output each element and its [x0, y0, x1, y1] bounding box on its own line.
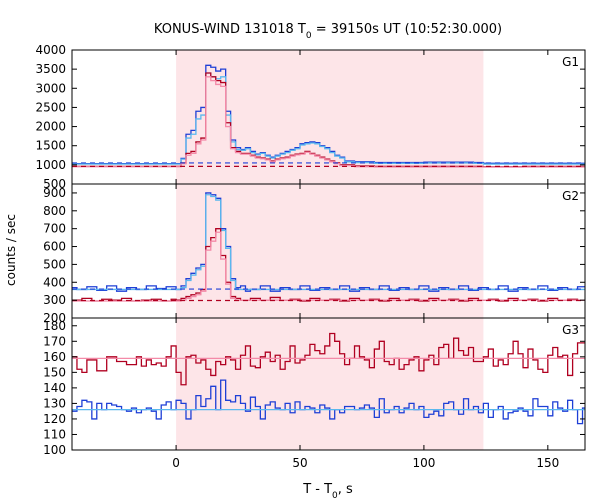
x-tick-label: 100 [412, 456, 435, 470]
x-axis-label-rest: , s [338, 482, 353, 497]
y-tick-label: 150 [43, 365, 66, 379]
y-tick-label: 160 [43, 350, 66, 364]
y-tick-label: 1000 [35, 158, 66, 172]
y-tick-label: 2000 [35, 120, 66, 134]
panel-g2: 200 300 400 500 600 700 800 900 G2 [43, 183, 586, 325]
panel-g1: 500 1000 1500 2000 2500 3000 3500 4000 G1 [35, 43, 586, 191]
chart-title: KONUS-WIND 131018 T0 = 39150s UT (10:52:… [154, 22, 502, 41]
y-tick-label: 600 [43, 240, 66, 254]
y-tick-label: 900 [43, 186, 66, 200]
y-tick-label: 500 [43, 177, 66, 191]
series-group-g3 [72, 332, 585, 425]
y-tick-label: 110 [43, 427, 66, 441]
x-tick-label: 50 [292, 456, 307, 470]
x-tick-label: 0 [172, 456, 180, 470]
x-axis-label: T - T0, s [302, 482, 353, 500]
panel-label: G2 [562, 189, 579, 203]
x-tick-label: 150 [536, 456, 559, 470]
shaded-interval [176, 184, 484, 318]
y-tick-label: 800 [43, 204, 66, 218]
y-tick-label: 3000 [35, 81, 66, 95]
y-tick-label: 1500 [35, 139, 66, 153]
series-blue-1 [72, 379, 585, 425]
y-tick-label: 400 [43, 275, 66, 289]
y-tick-label: 4000 [35, 43, 66, 57]
y-tick-label: 3500 [35, 62, 66, 76]
y-tick-label: 200 [43, 311, 66, 325]
chart-title-sub: 0 [306, 31, 312, 41]
panels-group: 5001000150020002500300035004000G12003004… [35, 43, 586, 470]
series-group-g1 [72, 64, 585, 168]
y-tick-label: 120 [43, 412, 66, 426]
y-tick-label: 500 [43, 257, 66, 271]
series-pink-3 [72, 231, 585, 302]
series-pink-3 [72, 76, 585, 168]
y-tick-label: 100 [43, 443, 66, 457]
y-tick-label: 130 [43, 396, 66, 410]
y-tick-label: 170 [43, 334, 66, 348]
panel-label: G1 [562, 55, 579, 69]
y-tick-label: 300 [43, 293, 66, 307]
series-darkred-0 [72, 332, 585, 386]
panel-label: G3 [562, 323, 579, 337]
chart-title-rest: = 39150s UT (10:52:30.000) [312, 22, 502, 37]
panel-frame [71, 317, 586, 451]
y-axis-label: counts / sec [4, 214, 18, 286]
y-tick-label: 180 [43, 319, 66, 333]
y-tick-label: 140 [43, 381, 66, 395]
shaded-interval [176, 50, 484, 184]
x-axis-label-main: T - T [302, 482, 332, 497]
y-tick-label: 700 [43, 222, 66, 236]
x-axis-label-sub: 0 [332, 491, 338, 500]
chart-title-main: KONUS-WIND 131018 T [154, 22, 306, 37]
y-tick-label: 2500 [35, 100, 66, 114]
series-lightblue-1 [72, 194, 585, 291]
series-group-g2 [72, 192, 585, 302]
